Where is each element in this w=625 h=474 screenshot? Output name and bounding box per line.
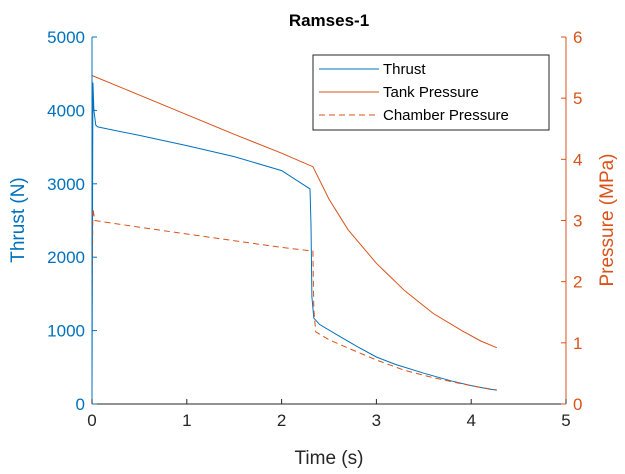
- x-tick-label: 2: [277, 411, 286, 430]
- right-y-tick-label: 0: [573, 395, 582, 414]
- x-tick-label: 3: [372, 411, 381, 430]
- legend-label: Chamber Pressure: [383, 107, 509, 124]
- x-axis-label: Time (s): [295, 448, 364, 469]
- left-y-tick-label: 3000: [47, 175, 85, 194]
- x-tick-label: 5: [561, 411, 570, 430]
- left-y-axis-label: Thrust (N): [8, 177, 29, 263]
- left-y-tick-label: 5000: [47, 28, 85, 47]
- x-tick-label: 1: [182, 411, 191, 430]
- x-tick-label: 4: [466, 411, 475, 430]
- left-y-tick-label: 2000: [47, 248, 85, 267]
- right-y-tick-label: 2: [573, 273, 582, 292]
- right-y-tick-label: 4: [573, 150, 582, 169]
- right-y-tick-label: 1: [573, 334, 582, 353]
- x-tick-label: 0: [87, 411, 96, 430]
- plot-area: 0 1 2 3 4 50100020003000400050000123456Thrust…: [47, 28, 582, 430]
- legend-label: Tank Pressure: [383, 84, 479, 101]
- legend-label: Thrust: [383, 61, 426, 78]
- right-y-tick-label: 6: [573, 28, 582, 47]
- left-y-tick-label: 1000: [47, 322, 85, 341]
- series-line-chamber-pressure: [91, 208, 497, 391]
- right-y-tick-label: 5: [573, 89, 582, 108]
- right-y-tick-label: 3: [573, 212, 582, 231]
- left-y-tick-label: 0: [76, 395, 85, 414]
- series-line-tank-pressure: [91, 75, 497, 349]
- right-y-axis-label: Pressure (MPa): [597, 153, 618, 286]
- chart-title: Ramses-1: [289, 11, 369, 30]
- left-y-tick-label: 4000: [47, 101, 85, 120]
- series-line-thrust: [91, 82, 497, 394]
